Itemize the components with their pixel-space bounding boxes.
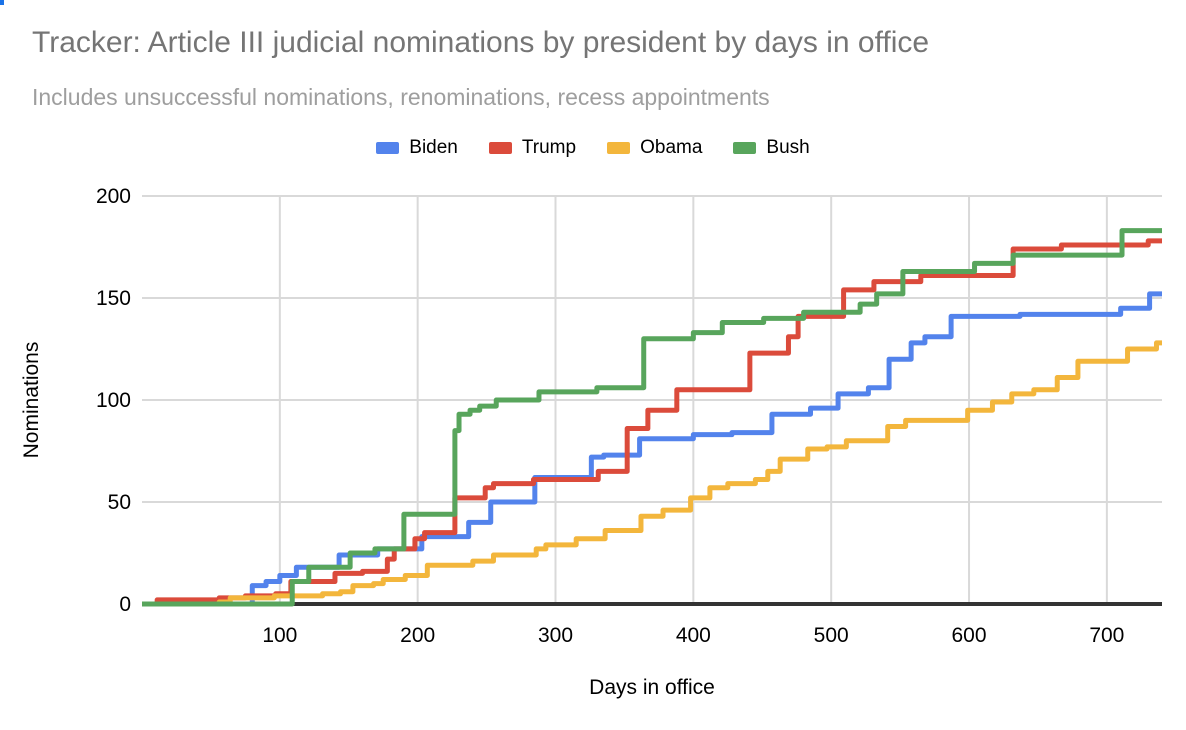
chart-title: Tracker: Article III judicial nomination… — [32, 26, 930, 59]
legend-label: Obama — [640, 137, 703, 158]
y-tick-label: 50 — [108, 491, 131, 514]
y-tick-label: 0 — [119, 593, 131, 616]
x-tick-label: 400 — [676, 624, 711, 647]
y-tick-label: 100 — [96, 389, 131, 412]
y-axis-title: Nominations — [20, 342, 43, 459]
legend-swatch-obama — [607, 142, 631, 154]
x-tick-label: 200 — [400, 624, 435, 647]
screen-corner-artifact — [0, 0, 4, 5]
legend-label: Trump — [521, 137, 577, 158]
legend-swatch-bush — [733, 142, 757, 154]
legend-item-trump: Trump — [488, 137, 577, 159]
legend: Biden Trump Obama Bush — [0, 134, 1186, 162]
y-tick-label: 200 — [96, 185, 131, 208]
legend-swatch-trump — [488, 142, 512, 154]
x-tick-label: 700 — [1089, 624, 1124, 647]
legend-item-bush: Bush — [733, 137, 810, 159]
y-tick-label: 150 — [96, 287, 131, 310]
legend-swatch-biden — [376, 142, 400, 154]
series-line-bush — [142, 228, 1162, 607]
series-line-trump — [142, 238, 1162, 607]
x-axis-title: Days in office — [589, 676, 715, 699]
legend-label: Biden — [409, 137, 458, 158]
legend-label: Bush — [766, 137, 810, 158]
chart-subtitle: Includes unsuccessful nominations, renom… — [32, 84, 770, 110]
legend-item-obama: Obama — [607, 137, 702, 159]
legend-item-biden: Biden — [376, 137, 458, 159]
x-tick-label: 300 — [538, 624, 573, 647]
series-line-obama — [142, 340, 1162, 607]
x-tick-label: 100 — [262, 624, 297, 647]
x-tick-label: 600 — [952, 624, 987, 647]
x-tick-label: 500 — [814, 624, 849, 647]
